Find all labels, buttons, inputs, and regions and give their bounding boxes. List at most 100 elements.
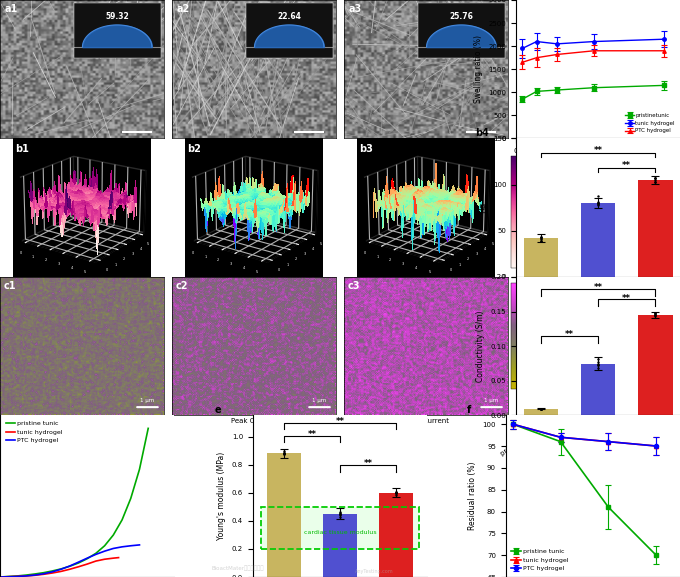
tunic hydrogel (101, 556, 109, 563)
Point (650, 310, 661, 319)
PTC hydrogel (57, 566, 65, 573)
Point (535, 232, 546, 241)
PTC hydrogel (39, 570, 48, 577)
X-axis label: Time (min): Time (min) (575, 160, 621, 168)
Bar (524, 238, 558, 277)
PTC hydrogel (92, 551, 100, 558)
Point (593, 360, 604, 369)
Point (535, 404, 546, 413)
Point (279, 449, 290, 458)
Point (335, 508, 345, 518)
pristine tunic (101, 542, 109, 549)
Point (390, 488, 401, 497)
pristine tunic (109, 531, 118, 538)
Point (593, 200, 604, 209)
tunic hydrogel (57, 568, 65, 575)
pristine tunic (126, 495, 135, 502)
PTC hydrogel (66, 563, 74, 569)
Point (279, 447, 290, 456)
Point (535, 233, 546, 242)
Point (593, 198, 604, 208)
Point (279, 448, 290, 458)
Point (535, 404, 546, 413)
PTC hydrogel (83, 554, 91, 561)
PTC hydrogel (22, 572, 30, 577)
Point (335, 509, 345, 518)
Point (279, 449, 290, 459)
pristine tunic (118, 516, 126, 523)
Text: BioactMater生物活性材料: BioactMater生物活性材料 (211, 565, 265, 571)
PTC hydrogel (101, 548, 109, 554)
tunic hydrogel (109, 554, 118, 561)
Text: a3: a3 (349, 4, 362, 14)
Text: b1: b1 (16, 144, 29, 154)
Text: 1 μm: 1 μm (484, 398, 498, 403)
Text: **: ** (335, 417, 345, 426)
Point (650, 174, 661, 183)
Point (593, 198, 604, 208)
Point (593, 357, 604, 366)
Text: 1 μm: 1 μm (312, 398, 326, 403)
Y-axis label: Conductivity (S/m): Conductivity (S/m) (476, 310, 485, 382)
Text: AnyTesting.com: AnyTesting.com (355, 569, 393, 574)
Text: c4: c4 (475, 267, 488, 277)
Point (335, 510, 345, 519)
Point (279, 449, 290, 458)
pristine tunic (66, 563, 74, 569)
Point (390, 488, 401, 497)
Legend: pristinetunic, tunic hydrogel, PTC hydrogel: pristinetunic, tunic hydrogel, PTC hydro… (624, 111, 677, 136)
Text: c2: c2 (175, 281, 188, 291)
PTC hydrogel (74, 559, 82, 565)
Text: cardiac tissue modulus: cardiac tissue modulus (304, 530, 376, 535)
pristine tunic (5, 573, 13, 577)
pristine tunic (39, 569, 48, 576)
Point (650, 173, 661, 182)
pristine tunic (14, 572, 22, 577)
Y-axis label: Swelling ratio (%): Swelling ratio (%) (474, 35, 483, 103)
Point (535, 404, 546, 414)
Point (279, 449, 290, 459)
Point (650, 178, 661, 187)
Text: **: ** (307, 430, 317, 439)
PTC hydrogel (135, 541, 143, 548)
Text: **: ** (594, 146, 602, 155)
Point (335, 512, 345, 522)
Line: pristine tunic: pristine tunic (0, 428, 148, 577)
Bar (260, 507, 420, 549)
Point (535, 404, 546, 413)
Point (593, 200, 604, 209)
Point (593, 192, 604, 201)
tunic hydrogel (74, 563, 82, 570)
Point (535, 404, 546, 413)
PTC hydrogel (118, 544, 126, 550)
Point (535, 237, 546, 246)
X-axis label: Peak Current: Peak Current (403, 418, 449, 424)
Bar (260, 507, 420, 549)
Line: PTC hydrogel: PTC hydrogel (0, 545, 139, 577)
PTC hydrogel (5, 574, 13, 577)
Point (650, 175, 661, 185)
tunic hydrogel (92, 557, 100, 564)
pristine tunic (92, 550, 100, 557)
Point (335, 509, 345, 519)
Text: c3: c3 (347, 281, 360, 291)
Y-axis label: Residual ratio (%): Residual ratio (%) (468, 462, 477, 530)
Point (535, 404, 546, 413)
Point (390, 488, 401, 497)
tunic hydrogel (83, 561, 91, 568)
Bar (638, 315, 673, 415)
Point (593, 363, 604, 372)
Point (390, 490, 401, 499)
Point (390, 488, 401, 497)
Bar (267, 454, 301, 577)
Y-axis label: Rq: Rq (478, 202, 488, 213)
Text: **: ** (363, 459, 373, 469)
Text: **: ** (622, 294, 631, 302)
Bar (581, 364, 615, 415)
Text: e: e (214, 406, 221, 415)
Legend: pristine tunic, tunic hydrogel, PTC hydrogel: pristine tunic, tunic hydrogel, PTC hydr… (3, 418, 65, 446)
pristine tunic (144, 425, 152, 432)
PTC hydrogel (31, 572, 39, 577)
tunic hydrogel (14, 573, 22, 577)
Bar (323, 514, 357, 577)
